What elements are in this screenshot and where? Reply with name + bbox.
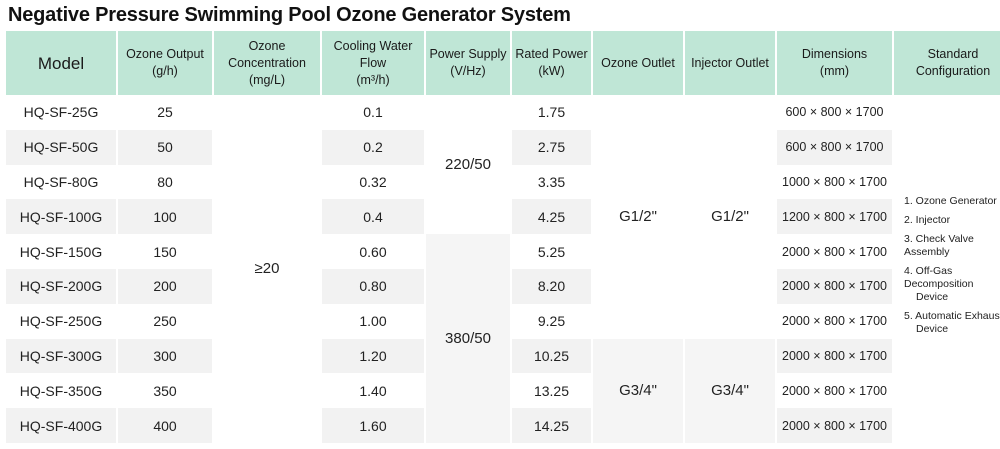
model-cell: HQ-SF-400G: [6, 408, 116, 443]
model-cell: HQ-SF-300G: [6, 338, 116, 374]
header-power-supply: Power Supply (V/Hz): [426, 31, 510, 95]
dimensions-cell: 1200 × 800 × 1700: [777, 199, 892, 235]
dimensions-cell: 600 × 800 × 1700: [777, 95, 892, 130]
header-model: Model: [6, 31, 116, 95]
dimensions-cell: 2000 × 800 × 1700: [777, 303, 892, 339]
ozone-output-cell: 350: [118, 373, 212, 409]
ozone-output-cell: 200: [118, 268, 212, 304]
cooling-water-flow-cell: 1.60: [322, 408, 424, 443]
dimensions-cell: 2000 × 800 × 1700: [777, 408, 892, 443]
ozone-output-cell: 150: [118, 234, 212, 269]
ozone-output-cell: 300: [118, 338, 212, 374]
dimensions-cell: 600 × 800 × 1700: [777, 129, 892, 165]
model-cell: HQ-SF-200G: [6, 268, 116, 304]
header-cooling-water-flow: Cooling Water Flow (m³/h): [322, 31, 424, 95]
dimensions-cell: 2000 × 800 × 1700: [777, 338, 892, 374]
config-item: 3. Check Valve Assembly: [904, 233, 974, 259]
model-cell: HQ-SF-80G: [6, 164, 116, 200]
ozone-output-cell: 80: [118, 164, 212, 200]
dimensions-cell: 1000 × 800 × 1700: [777, 164, 892, 200]
cooling-water-flow-cell: 1.20: [322, 338, 424, 374]
rated-power-cell: 10.25: [512, 338, 591, 374]
ozone-output-cell: 400: [118, 408, 212, 443]
header-dimensions: Dimensions (mm): [777, 31, 892, 95]
standard-configuration-list: 1. Ozone Generator 2. Injector 3. Check …: [894, 95, 1000, 443]
ozone-output-cell: 25: [118, 95, 212, 130]
rated-power-cell: 8.20: [512, 268, 591, 304]
page-title: Negative Pressure Swimming Pool Ozone Ge…: [8, 4, 571, 26]
rated-power-cell: 9.25: [512, 303, 591, 339]
dimensions-cell: 2000 × 800 × 1700: [777, 234, 892, 269]
ozone-outlet-g34: G3/4": [593, 338, 683, 443]
injector-outlet-g12: G1/2": [685, 95, 775, 339]
cooling-water-flow-cell: 1.00: [322, 303, 424, 339]
cooling-water-flow-cell: 1.40: [322, 373, 424, 409]
rated-power-cell: 2.75: [512, 129, 591, 165]
model-cell: HQ-SF-100G: [6, 199, 116, 235]
model-cell: HQ-SF-350G: [6, 373, 116, 409]
rated-power-cell: 1.75: [512, 95, 591, 130]
rated-power-cell: 5.25: [512, 234, 591, 269]
cooling-water-flow-cell: 0.60: [322, 234, 424, 269]
power-supply-220: 220/50: [426, 95, 510, 235]
model-cell: HQ-SF-50G: [6, 129, 116, 165]
cooling-water-flow-cell: 0.1: [322, 95, 424, 130]
header-ozone-output: Ozone Output (g/h): [118, 31, 212, 95]
header-ozone-concentration: Ozone Concentration (mg/L): [214, 31, 320, 95]
model-cell: HQ-SF-150G: [6, 234, 116, 269]
ozone-output-cell: 50: [118, 129, 212, 165]
header-standard-configuration: Standard Configuration: [894, 31, 1000, 95]
header-rated-power: Rated Power (kW): [512, 31, 591, 95]
config-item: 5. Automatic Exhaust Device: [904, 310, 1000, 336]
dimensions-cell: 2000 × 800 × 1700: [777, 373, 892, 409]
ozone-output-cell: 100: [118, 199, 212, 235]
model-cell: HQ-SF-25G: [6, 95, 116, 130]
model-cell: HQ-SF-250G: [6, 303, 116, 339]
header-injector-outlet: Injector Outlet: [685, 31, 775, 95]
cooling-water-flow-cell: 0.2: [322, 129, 424, 165]
rated-power-cell: 13.25: [512, 373, 591, 409]
rated-power-cell: 14.25: [512, 408, 591, 443]
cooling-water-flow-cell: 0.80: [322, 268, 424, 304]
spec-table: Model Ozone Output (g/h) Ozone Concentrat…: [6, 31, 1000, 443]
config-item: 2. Injector: [904, 214, 951, 227]
cooling-water-flow-cell: 0.32: [322, 164, 424, 200]
rated-power-cell: 4.25: [512, 199, 591, 235]
injector-outlet-g34: G3/4": [685, 338, 775, 443]
config-item: 4. Off-Gas Decomposition Device: [904, 265, 974, 304]
power-supply-380: 380/50: [426, 234, 510, 443]
config-item: 1. Ozone Generator: [904, 195, 997, 208]
dimensions-cell: 2000 × 800 × 1700: [777, 268, 892, 304]
cooling-water-flow-cell: 0.4: [322, 199, 424, 235]
ozone-outlet-g12: G1/2": [593, 95, 683, 339]
rated-power-cell: 3.35: [512, 164, 591, 200]
header-ozone-outlet: Ozone Outlet: [593, 31, 683, 95]
ozone-output-cell: 250: [118, 303, 212, 339]
ozone-concentration-value: ≥20: [214, 95, 320, 443]
